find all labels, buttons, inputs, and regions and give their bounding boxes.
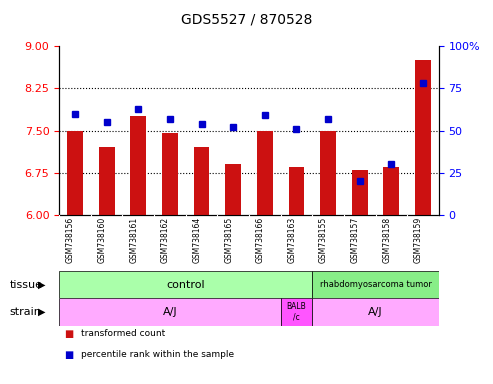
Bar (99, 147, 114, 215)
Bar (281, 298, 312, 326)
Bar (320, 131, 336, 215)
Text: ▶: ▶ (38, 307, 46, 317)
Text: GSM738158: GSM738158 (382, 217, 391, 263)
Bar (257, 131, 273, 215)
Bar (312, 298, 439, 326)
Text: GDS5527 / 870528: GDS5527 / 870528 (181, 12, 312, 26)
Bar (130, 116, 146, 215)
Text: ▶: ▶ (38, 280, 46, 290)
Text: GSM738155: GSM738155 (319, 217, 328, 263)
Text: GSM738157: GSM738157 (351, 217, 360, 263)
Bar (384, 167, 399, 215)
Bar (288, 167, 304, 215)
Bar (67, 131, 83, 215)
Text: GSM738162: GSM738162 (161, 217, 170, 263)
Text: GSM738165: GSM738165 (224, 217, 233, 263)
Bar (59, 271, 312, 298)
Bar (162, 133, 178, 215)
Text: GSM738163: GSM738163 (287, 217, 296, 263)
Text: GSM738166: GSM738166 (256, 217, 265, 263)
Text: A/J: A/J (368, 307, 383, 317)
Text: control: control (166, 280, 205, 290)
Text: GSM738161: GSM738161 (129, 217, 138, 263)
Text: transformed count: transformed count (81, 329, 166, 338)
Text: BALB
/c: BALB /c (286, 303, 306, 322)
Text: ■: ■ (64, 350, 73, 360)
Bar (194, 147, 210, 215)
Text: rhabdomyosarcoma tumor: rhabdomyosarcoma tumor (319, 280, 431, 289)
Text: GSM738159: GSM738159 (414, 217, 423, 263)
Bar (59, 298, 281, 326)
Text: A/J: A/J (163, 307, 177, 317)
Text: tissue: tissue (10, 280, 43, 290)
Text: strain: strain (10, 307, 42, 317)
Text: GSM738160: GSM738160 (98, 217, 106, 263)
Text: ■: ■ (64, 329, 73, 339)
Text: GSM738164: GSM738164 (192, 217, 202, 263)
Bar (312, 271, 439, 298)
Text: GSM738156: GSM738156 (66, 217, 75, 263)
Bar (225, 164, 241, 215)
Bar (352, 170, 368, 215)
Bar (415, 60, 431, 215)
Text: percentile rank within the sample: percentile rank within the sample (81, 350, 235, 359)
